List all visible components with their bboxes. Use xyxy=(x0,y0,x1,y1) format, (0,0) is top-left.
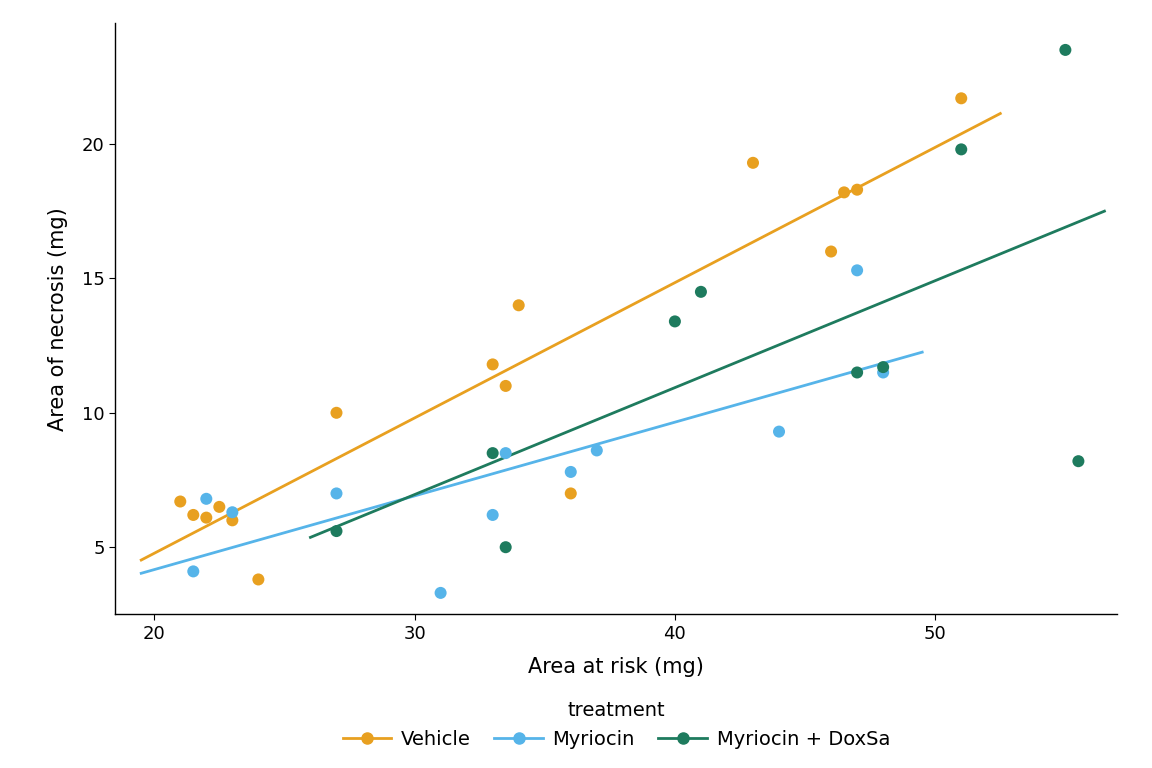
Point xyxy=(223,506,242,518)
Point xyxy=(952,143,970,155)
Point xyxy=(588,444,606,456)
Point xyxy=(848,366,866,379)
Point xyxy=(210,501,228,513)
Point xyxy=(484,509,502,521)
Point xyxy=(1069,455,1087,467)
Point xyxy=(666,316,684,328)
Point xyxy=(497,447,515,459)
Point xyxy=(327,407,346,419)
Point xyxy=(509,299,528,312)
Point xyxy=(484,358,502,370)
Point xyxy=(431,587,449,599)
Point xyxy=(249,573,267,586)
Point xyxy=(561,488,579,500)
Point xyxy=(327,525,346,538)
Point xyxy=(561,465,579,478)
Point xyxy=(1056,44,1075,56)
Point xyxy=(223,515,242,527)
Point xyxy=(744,157,763,169)
Point xyxy=(184,509,203,521)
X-axis label: Area at risk (mg): Area at risk (mg) xyxy=(529,657,704,677)
Point xyxy=(484,447,502,459)
Point xyxy=(874,361,893,373)
Point xyxy=(327,488,346,500)
Point xyxy=(874,366,893,379)
Point xyxy=(952,92,970,104)
Point xyxy=(497,541,515,553)
Point xyxy=(184,565,203,578)
Point xyxy=(821,246,840,258)
Point xyxy=(197,493,215,505)
Point xyxy=(197,511,215,524)
Point xyxy=(848,184,866,196)
Point xyxy=(848,264,866,276)
Point xyxy=(770,425,788,438)
Point xyxy=(835,187,854,199)
Y-axis label: Area of necrosis (mg): Area of necrosis (mg) xyxy=(48,207,68,431)
Point xyxy=(170,495,189,508)
Legend: Vehicle, Myriocin, Myriocin + DoxSa: Vehicle, Myriocin, Myriocin + DoxSa xyxy=(342,701,890,749)
Point xyxy=(691,286,710,298)
Point xyxy=(497,379,515,392)
